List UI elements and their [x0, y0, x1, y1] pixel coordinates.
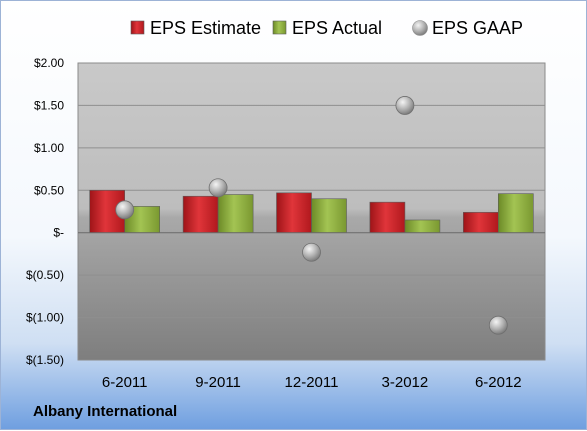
bar-eps-estimate — [369, 201, 406, 234]
y-tick-label: $2.00 — [34, 56, 64, 70]
legend-swatch-eps-actual — [272, 20, 287, 35]
marker-eps-gaap — [488, 315, 508, 335]
bar-eps-actual — [404, 219, 441, 234]
marker-eps-gaap — [208, 178, 228, 198]
marker-eps-gaap — [395, 96, 415, 115]
company-name: Albany International — [33, 403, 178, 420]
y-tick-label: $(1.50) — [26, 353, 64, 367]
x-tick-label: 9-2011 — [195, 374, 241, 391]
marker-eps-gaap — [302, 242, 321, 262]
legend: EPS Estimate EPS Actual EPS GAAP — [130, 18, 523, 38]
y-tick-label: $(1.00) — [26, 311, 64, 325]
gridlines — [78, 104, 545, 319]
x-tick-label: 12-2011 — [285, 374, 339, 391]
y-tick-label: $- — [53, 226, 64, 240]
gaap-markers — [115, 96, 508, 335]
legend-swatch-eps-gaap — [412, 20, 428, 36]
bar-eps-estimate — [276, 192, 312, 234]
bar-eps-actual — [497, 193, 534, 234]
marker-eps-gaap — [115, 200, 135, 220]
bar-eps-actual — [217, 194, 254, 234]
legend-label: EPS Actual — [292, 18, 382, 38]
y-tick-label: $1.00 — [34, 141, 64, 155]
y-tick-label: $0.50 — [34, 183, 64, 197]
legend-swatch-eps-estimate — [130, 20, 145, 35]
y-axis-ticks: $2.00 $1.50 $1.00 $0.50 $- $(0.50) $(1.00) $(1.… — [26, 56, 64, 367]
x-tick-label: 6-2012 — [475, 374, 522, 391]
bar-eps-actual — [311, 198, 347, 234]
bar-eps-estimate — [182, 195, 219, 234]
x-axis-ticks: 6-2011 9-2011 12-2011 3-2012 6-2012 — [102, 374, 522, 391]
x-tick-label: 6-2011 — [102, 374, 148, 391]
x-tick-label: 3-2012 — [382, 374, 429, 391]
legend-label: EPS GAAP — [432, 18, 523, 38]
y-tick-label: $1.50 — [34, 98, 64, 112]
y-tick-label: $(0.50) — [26, 268, 64, 282]
bar-eps-estimate — [462, 212, 499, 234]
legend-label: EPS Estimate — [150, 18, 261, 38]
